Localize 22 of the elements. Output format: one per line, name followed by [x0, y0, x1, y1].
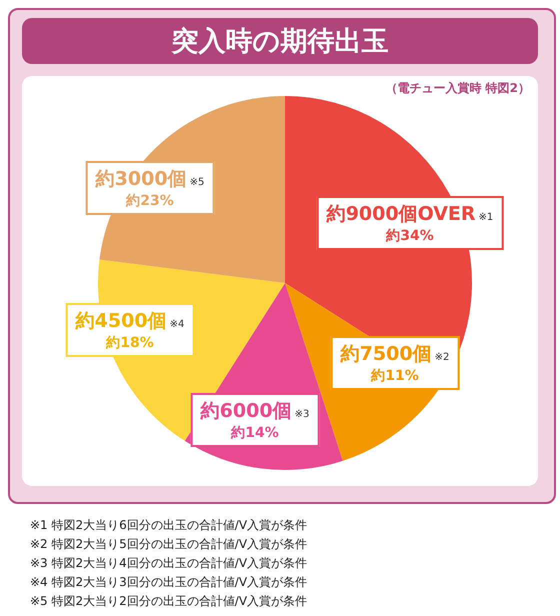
text: ※1	[478, 212, 494, 223]
data-label: 約14%	[230, 424, 280, 442]
text: ※5	[190, 177, 204, 188]
data-label: 約18%	[104, 334, 155, 352]
slice-label: 約3000個	[96, 168, 187, 190]
slice-label: 約6000個	[200, 400, 292, 422]
text: ※1 特図2大当り6回分の出玉の合計値/V入賞が条件	[30, 517, 308, 534]
text: ※4 特図2大当り3回分の出玉の合計値/V入賞が条件	[30, 574, 308, 591]
slice-label: 約4500個	[76, 310, 167, 332]
text: ※2 特図2大当り5回分の出玉の合計値/V入賞が条件	[30, 536, 308, 553]
text: ※3 特図2大当り4回分の出玉の合計値/V入賞が条件	[30, 555, 308, 572]
chart-subtitle: （電チュー入賞時 特図2）	[385, 80, 530, 97]
data-label: 約23%	[124, 192, 175, 210]
slice-label: 約7500個	[340, 343, 432, 365]
slice-label: 約9000個OVER	[326, 203, 476, 225]
text: ※4	[170, 319, 184, 330]
data-label: 約34%	[384, 227, 435, 245]
text: ※2	[434, 352, 450, 363]
data-label: 約11%	[370, 367, 420, 385]
text: ※5 特図2大当り2回分の出玉の合計値/V入賞が条件	[30, 593, 308, 610]
text: ※3	[294, 409, 310, 420]
chart-title: 突入時の期待出玉	[22, 18, 538, 64]
